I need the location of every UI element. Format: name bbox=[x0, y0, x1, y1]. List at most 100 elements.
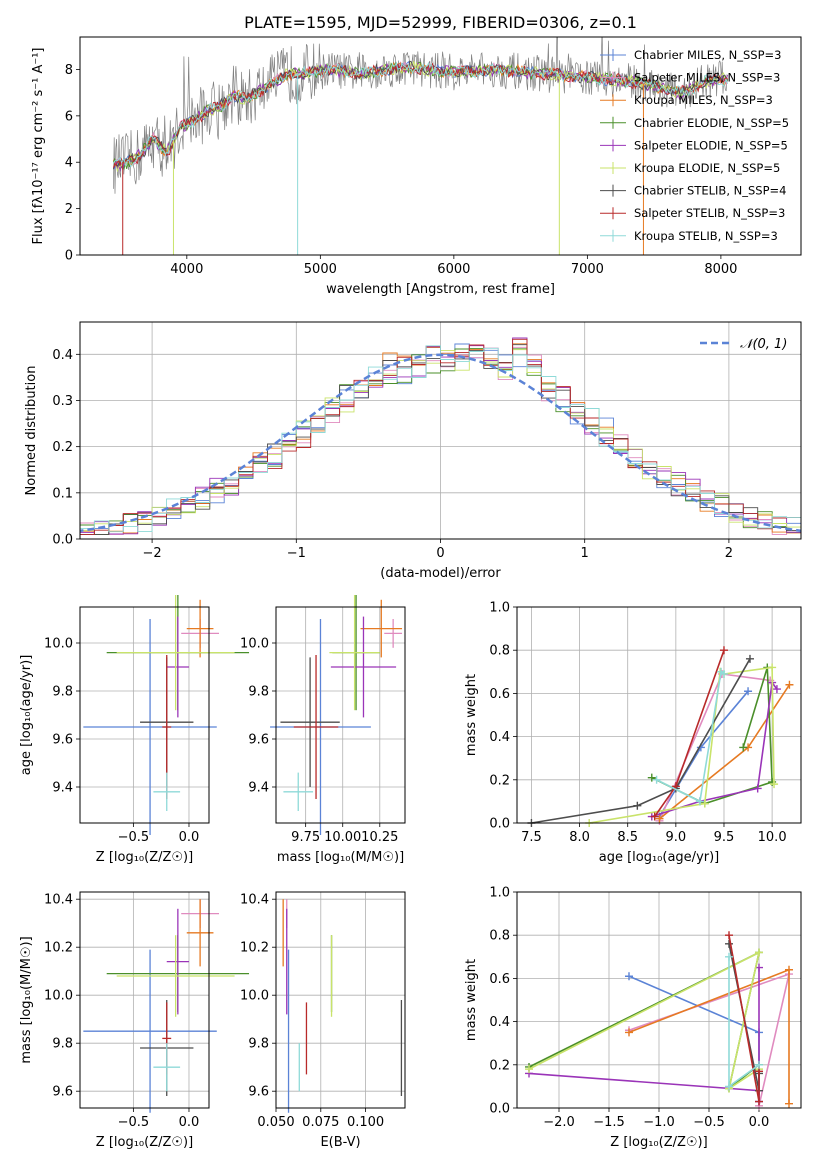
residuals-xtick-label: 2 bbox=[725, 546, 733, 561]
spectrum-ylabel: Flux [fλ10⁻¹⁷ erg cm⁻² s⁻¹ A⁻¹] bbox=[31, 48, 46, 245]
residuals-xtick-label: −2 bbox=[143, 546, 162, 561]
mass_weight_vs_Z-ytick-label: 0.2 bbox=[489, 1058, 510, 1073]
residuals-ytick-label: 0.1 bbox=[52, 486, 73, 501]
mass_weight_vs_Z-xtick-label: −1.0 bbox=[643, 1115, 675, 1130]
mass-weight-marker-kroupa_elodie bbox=[768, 663, 777, 672]
mass_weight_vs_age-xlabel: age [log₁₀(age/yr)] bbox=[599, 850, 720, 865]
age_vs_Z-axes: −0.5 0.0 9.4 9.6 9.8 10.0 Z [log₁₀(Z/Z☉)] age [… bbox=[19, 595, 250, 865]
mass_weight_vs_Z-xtick-label: 0.0 bbox=[749, 1115, 770, 1130]
residuals-ytick-label: 0.0 bbox=[52, 533, 73, 548]
residual-histogram-kroupa_stelib bbox=[80, 345, 801, 535]
age_vs_Z-ytick-label: 10.0 bbox=[44, 637, 73, 652]
residuals-xtick-label: −1 bbox=[287, 546, 306, 561]
spectrum-ytick-label: 4 bbox=[65, 156, 73, 171]
mass_weight_vs_age-ytick-label: 0.6 bbox=[489, 687, 510, 702]
mass_weight_vs_age-ytick-label: 0.4 bbox=[489, 730, 510, 745]
mass_vs_ebv-ytick-label: 9.6 bbox=[248, 1085, 269, 1100]
spectrum-xtick-label: 4000 bbox=[170, 262, 203, 277]
mass-weight-marker-chabrier_stelib bbox=[745, 654, 754, 663]
mass-weight-marker-salpeter_stelib bbox=[755, 1097, 763, 1106]
mass_vs_Z-ytick-label: 10.4 bbox=[44, 893, 73, 908]
residuals-plot-area bbox=[80, 337, 801, 535]
mass-weight-marker-kroupa_elodie bbox=[755, 948, 763, 957]
mass_weight_vs_Z-series bbox=[525, 931, 793, 1110]
mass_weight_vs_age-axes: 7.5 8.0 8.5 9.0 9.5 10.0 0.0 0.2 0.4 0.6 0.8 1.0 age… bbox=[464, 601, 802, 865]
mass_vs_ebv-xtick-label: 0.050 bbox=[257, 1115, 294, 1130]
spectrum-frame bbox=[79, 36, 802, 256]
mass-weight-marker-kroupa_miles bbox=[785, 680, 794, 689]
mass_vs_Z-xlabel: Z [log₁₀(Z/Z☉)] bbox=[96, 1135, 193, 1150]
spectrum-ytick-label: 0 bbox=[65, 249, 73, 264]
mass_weight_vs_Z-xtick-label: −0.5 bbox=[693, 1115, 725, 1130]
age_vs_mass-ytick-label: 9.8 bbox=[248, 685, 269, 700]
mass_weight_vs_Z-ylabel: mass weight bbox=[464, 959, 479, 1041]
mass_vs_ebv-ytick-label: 10.0 bbox=[240, 989, 269, 1004]
mass-weight-marker-chabrier_elodie bbox=[647, 773, 656, 782]
legend-entry: Chabrier STELIB, N_SSP=4 bbox=[634, 184, 786, 198]
residuals-xtick-label: 1 bbox=[581, 546, 589, 561]
age_vs_Z-ylabel: age [log₁₀(age/yr)] bbox=[19, 655, 34, 776]
spectrum-ytick-label: 2 bbox=[65, 202, 73, 217]
mass_weight_vs_Z-xtick-label: −2.0 bbox=[543, 1115, 575, 1130]
mass-weight-marker-kroupa_stelib bbox=[652, 775, 661, 784]
age_vs_Z-xtick-label: 0.0 bbox=[179, 830, 200, 845]
mass_weight_vs_age-xtick-label: 7.5 bbox=[521, 830, 542, 845]
mass_weight_vs_age-ylabel: mass weight bbox=[464, 674, 479, 756]
mass_vs_ebv-points bbox=[282, 899, 403, 1113]
age_vs_mass-xtick-label: 9.75 bbox=[291, 830, 320, 845]
mass_weight_vs_age-ytick-label: 1.0 bbox=[489, 601, 510, 616]
age_vs_mass-ytick-label: 9.6 bbox=[248, 733, 269, 748]
gaussian-curve bbox=[80, 353, 801, 533]
age_vs_mass-xtick-label: 10.00 bbox=[324, 830, 361, 845]
mass-weight-marker-kroupa_miles bbox=[785, 1099, 793, 1108]
residuals-ytick-label: 0.3 bbox=[52, 394, 73, 409]
mass_vs_Z-points bbox=[83, 899, 250, 1113]
legend-entry-gaussian: 𝒩(0, 1) bbox=[740, 337, 787, 352]
mass_weight_vs_Z-ytick-label: 0.8 bbox=[489, 929, 510, 944]
age_vs_mass-ytick-label: 10.0 bbox=[240, 637, 269, 652]
mass_vs_ebv-ytick-label: 10.4 bbox=[240, 893, 269, 908]
legend-entry: Kroupa STELIB, N_SSP=3 bbox=[634, 229, 778, 243]
mass-weight-marker-kroupa_miles bbox=[655, 814, 664, 823]
mass-weight-line-kroupa_stelib bbox=[656, 670, 725, 803]
mass_weight_vs_age-xtick-label: 8.5 bbox=[617, 830, 638, 845]
mass_weight_vs_Z-ytick-label: 1.0 bbox=[489, 886, 510, 901]
residuals-legend: 𝒩(0, 1) bbox=[700, 337, 787, 352]
mass_vs_ebv-xtick-label: 0.100 bbox=[347, 1115, 384, 1130]
mass_weight_vs_Z-axes: −2.0 −1.5 −1.0 −0.5 0.0 0.0 0.2 0.4 0.6 0.8 1.0 Z [… bbox=[464, 886, 802, 1150]
age_vs_Z-xtick-label: −0.5 bbox=[118, 830, 150, 845]
mass-weight-marker-kroupa_stelib bbox=[755, 1060, 763, 1069]
spectrum-model-line-chabrier_stelib bbox=[112, 60, 728, 170]
mass_weight_vs_age-xtick-label: 9.5 bbox=[714, 830, 735, 845]
legend-entry: Kroupa MILES, N_SSP=3 bbox=[634, 93, 773, 107]
legend-entry: Chabrier ELODIE, N_SSP=5 bbox=[634, 116, 789, 130]
residuals-xlabel: (data-model)/error bbox=[380, 566, 501, 581]
mass-weight-marker-chabrier_stelib bbox=[633, 801, 642, 810]
mass-weight-line-kroupa_elodie bbox=[528, 951, 761, 1091]
age_vs_mass-axes: 9.75 10.00 10.25 9.4 9.6 9.8 10.0 mass [log₁₀(M… bbox=[240, 595, 406, 865]
spectrum-axes: 4000 5000 6000 7000 8000 0 2 4 6 8 wavelength [Ang… bbox=[31, 13, 802, 297]
mass_weight_vs_Z-ytick-label: 0.0 bbox=[489, 1102, 510, 1117]
mass-weight-marker-salpeter_elodie bbox=[772, 685, 781, 694]
age_vs_mass-xlabel: mass [log₁₀(M/M☉)] bbox=[277, 850, 404, 865]
mass_weight_vs_age-xtick-label: 10.0 bbox=[758, 830, 787, 845]
mass-weight-marker-kroupa_elodie bbox=[770, 780, 779, 789]
mass_weight_vs_age-ytick-label: 0.8 bbox=[489, 644, 510, 659]
mass-weight-marker-salpeter_stelib bbox=[725, 931, 733, 940]
spectrum-xtick-label: 7000 bbox=[571, 262, 604, 277]
legend-entry: Salpeter STELIB, N_SSP=3 bbox=[634, 206, 785, 220]
legend-entry: Kroupa ELODIE, N_SSP=5 bbox=[634, 161, 780, 175]
mass_weight_vs_Z-frame bbox=[516, 891, 802, 1109]
mass-weight-marker-kroupa_miles bbox=[625, 1028, 633, 1037]
mass-weight-marker-chabrier_miles bbox=[744, 687, 753, 696]
legend-entry: Salpeter MILES, N_SSP=3 bbox=[634, 71, 780, 85]
mass_weight_vs_Z-xtick-label: −1.5 bbox=[593, 1115, 625, 1130]
mass-weight-marker-kroupa_stelib bbox=[719, 669, 728, 678]
residuals-ylabel: Normed distribution bbox=[24, 366, 39, 496]
age_vs_Z-ytick-label: 9.4 bbox=[52, 781, 73, 796]
mass_vs_Z-ytick-label: 10.0 bbox=[44, 989, 73, 1004]
mass_vs_ebv-ytick-label: 10.2 bbox=[240, 941, 269, 956]
residuals-ytick-label: 0.2 bbox=[52, 440, 73, 455]
residuals-frame bbox=[79, 321, 802, 540]
mass_vs_ebv-ytick-label: 9.8 bbox=[248, 1037, 269, 1052]
